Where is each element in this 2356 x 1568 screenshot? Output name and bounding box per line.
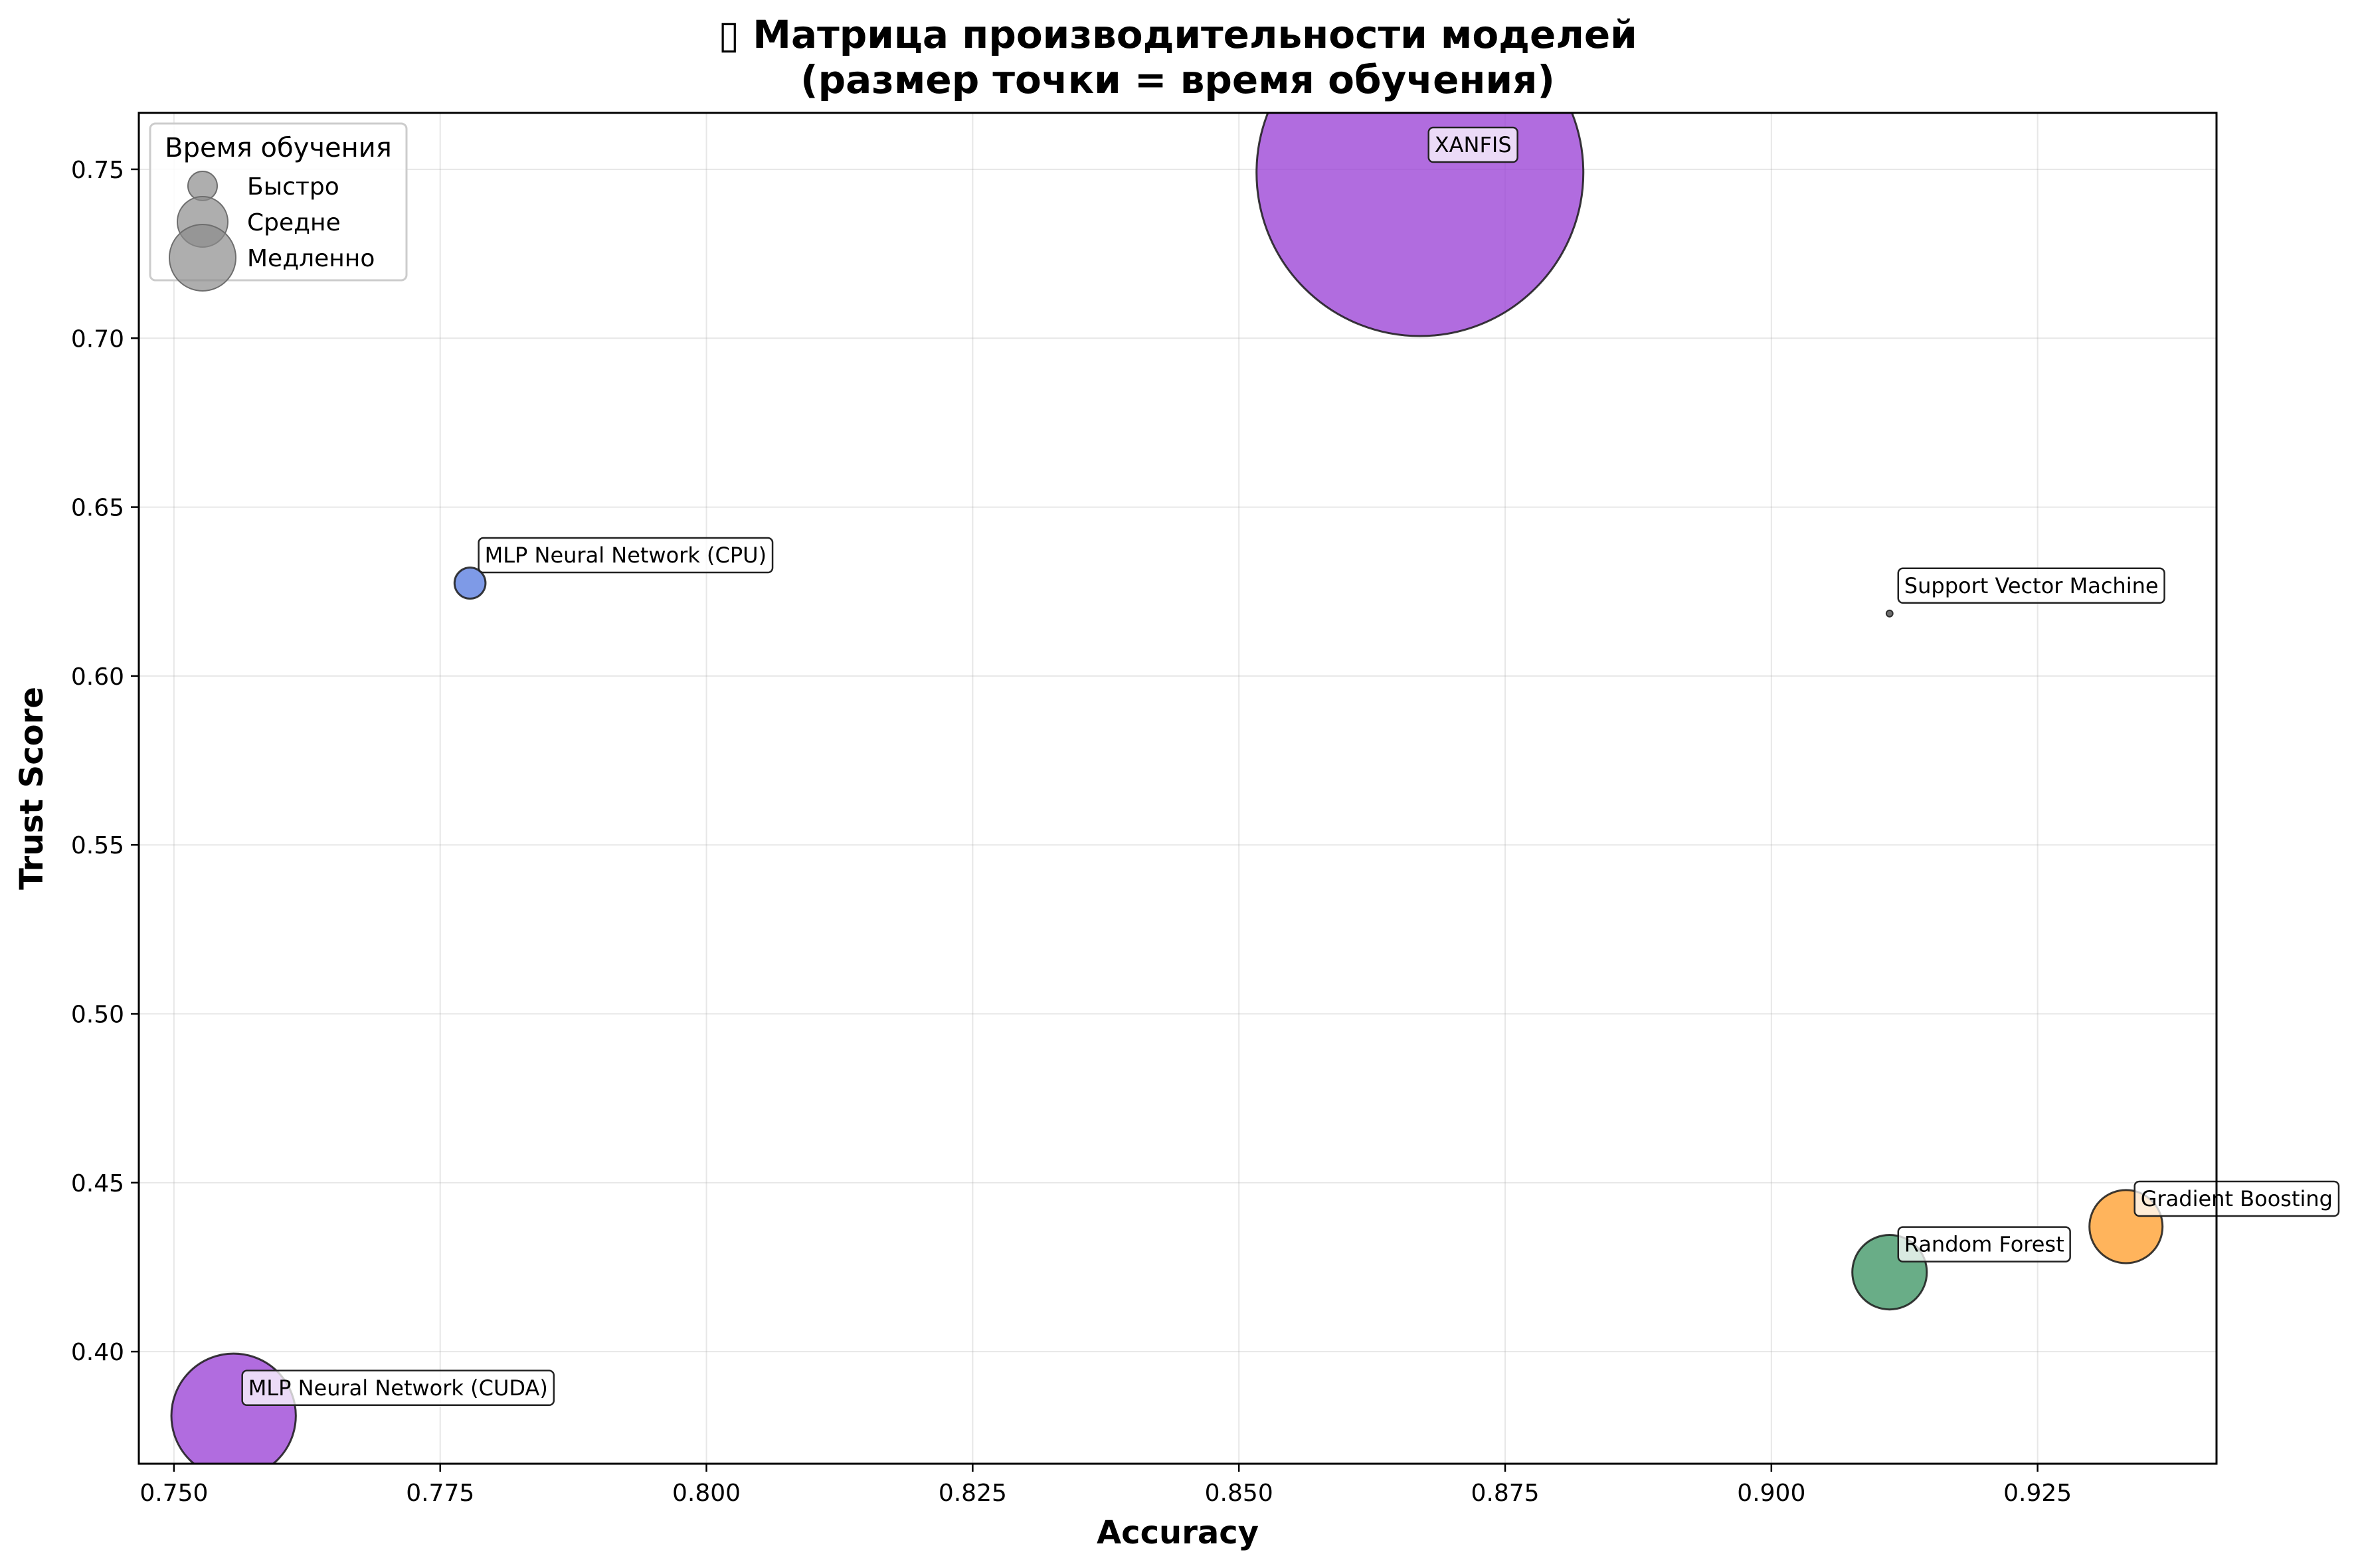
annotation-box <box>1897 1226 2071 1263</box>
chart-title-icon-glyph: ▯ <box>718 12 753 57</box>
x-tick-label: 0.850 <box>1205 1480 1273 1507</box>
point-annotation: Gradient Boosting <box>2133 1180 2340 1217</box>
data-point <box>1255 113 1585 337</box>
legend-items: Быстро Средне Медленно <box>169 171 375 292</box>
data-point <box>453 566 487 600</box>
x-tick-label: 0.750 <box>139 1480 208 1507</box>
y-tick-label: 0.70 <box>71 325 124 353</box>
legend-label: Средне <box>247 209 341 236</box>
legend-label: Быстро <box>247 173 339 201</box>
y-tick-label: 0.55 <box>71 832 124 859</box>
x-tick-label: 0.925 <box>2003 1480 2072 1507</box>
data-points <box>170 113 2164 1464</box>
chart-title-line1: chart-icon▯ Матрица производительности м… <box>718 12 1637 57</box>
legend-marker <box>169 224 236 292</box>
annotation-label: MLP Neural Network (CUDA) <box>248 1375 548 1401</box>
legend-title: Время обучения <box>165 133 392 163</box>
legend: Время обучения Быстро Средне Медленно <box>149 122 408 292</box>
x-tick-label: 0.825 <box>939 1480 1007 1507</box>
y-tick-label: 0.45 <box>71 1170 124 1197</box>
annotation-box <box>1897 567 2165 604</box>
chart-title-text: Матрица производительности моделей <box>753 12 1637 57</box>
annotations: XANFIS MLP Neural Network (CPU) Support Ve… <box>241 126 2340 1407</box>
annotation-label: XANFIS <box>1435 132 1512 157</box>
y-tick-label: 0.75 <box>71 157 124 184</box>
y-tick-label: 0.50 <box>71 1002 124 1029</box>
x-axis-label: Accuracy <box>1097 1514 1259 1551</box>
annotation-box <box>478 537 774 574</box>
annotation-label: Gradient Boosting <box>2141 1186 2333 1211</box>
plot-area: XANFIS MLP Neural Network (CPU) Support Ve… <box>139 113 2340 1464</box>
annotation-label: Random Forest <box>1904 1232 2064 1257</box>
point-annotation: XANFIS <box>1427 126 1518 163</box>
x-tick-label: 0.800 <box>672 1480 741 1507</box>
point-annotation: Support Vector Machine <box>1897 567 2165 604</box>
annotation-box <box>241 1369 555 1407</box>
point-annotation: Random Forest <box>1897 1226 2071 1263</box>
annotation-box <box>2133 1180 2340 1217</box>
annotation-box <box>1427 126 1518 163</box>
annotation-label: MLP Neural Network (CPU) <box>485 543 767 568</box>
chart-subtitle: (размер точки = время обучения) <box>800 57 1555 102</box>
y-tick-label: 0.60 <box>71 663 124 691</box>
axes-frame <box>137 112 2218 1465</box>
x-tick-label: 0.875 <box>1471 1480 1539 1507</box>
data-point <box>1885 609 1894 618</box>
x-tick-label: 0.900 <box>1737 1480 1805 1507</box>
x-tick-label: 0.775 <box>406 1480 474 1507</box>
point-annotation: MLP Neural Network (CPU) <box>478 537 774 574</box>
legend-label: Медленно <box>247 245 375 272</box>
y-tick-label: 0.65 <box>71 495 124 522</box>
y-tick-label: 0.40 <box>71 1339 124 1366</box>
annotation-label: Support Vector Machine <box>1904 573 2159 598</box>
point-annotation: MLP Neural Network (CUDA) <box>241 1369 555 1407</box>
y-axis-ticks: 0.40 0.45 0.50 0.55 0.60 0.65 0.70 0.75 <box>71 157 139 1366</box>
grid <box>139 113 2217 1464</box>
x-axis-ticks: 0.750 0.775 0.800 0.825 0.850 0.875 0.900 0.925 <box>139 1464 2072 1507</box>
y-axis-label: Trust Score <box>13 687 50 890</box>
